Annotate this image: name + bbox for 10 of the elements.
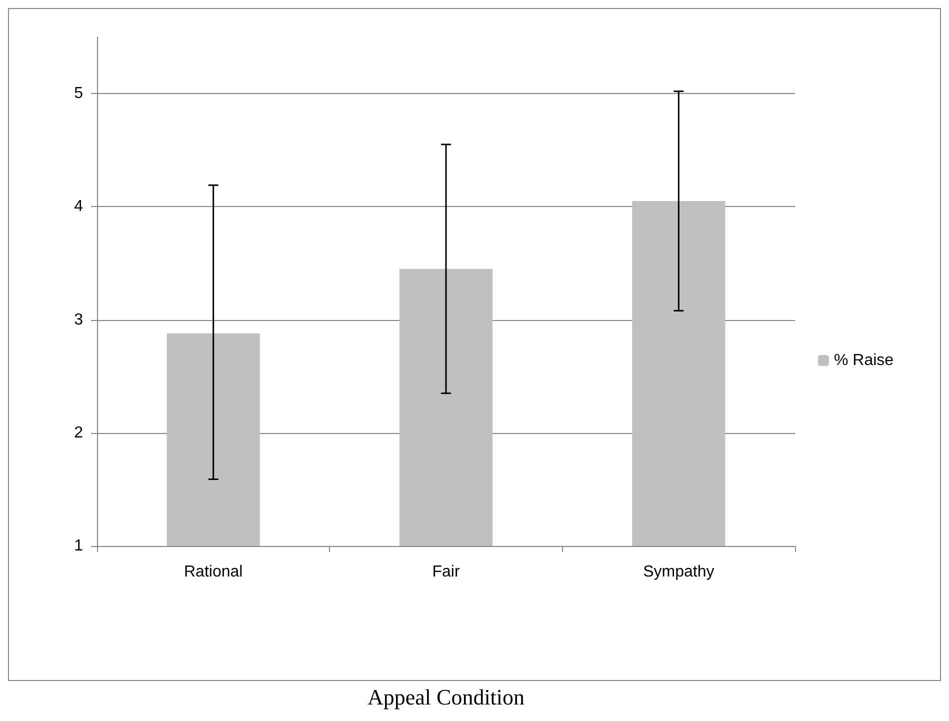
x-tick-label: Sympathy	[643, 564, 714, 580]
x-tick-label: Rational	[184, 564, 243, 580]
legend-label: % Raise	[834, 352, 894, 369]
y-tick-label: 2	[74, 424, 84, 442]
y-tick-label: 1	[74, 538, 84, 554]
y-tick-label: 4	[74, 198, 84, 216]
x-tick-label: Fair	[432, 564, 460, 580]
y-tick-label: 3	[74, 311, 84, 328]
x-axis-title: Appeal Condition	[367, 684, 525, 710]
y-tick-label: 5	[74, 85, 84, 102]
